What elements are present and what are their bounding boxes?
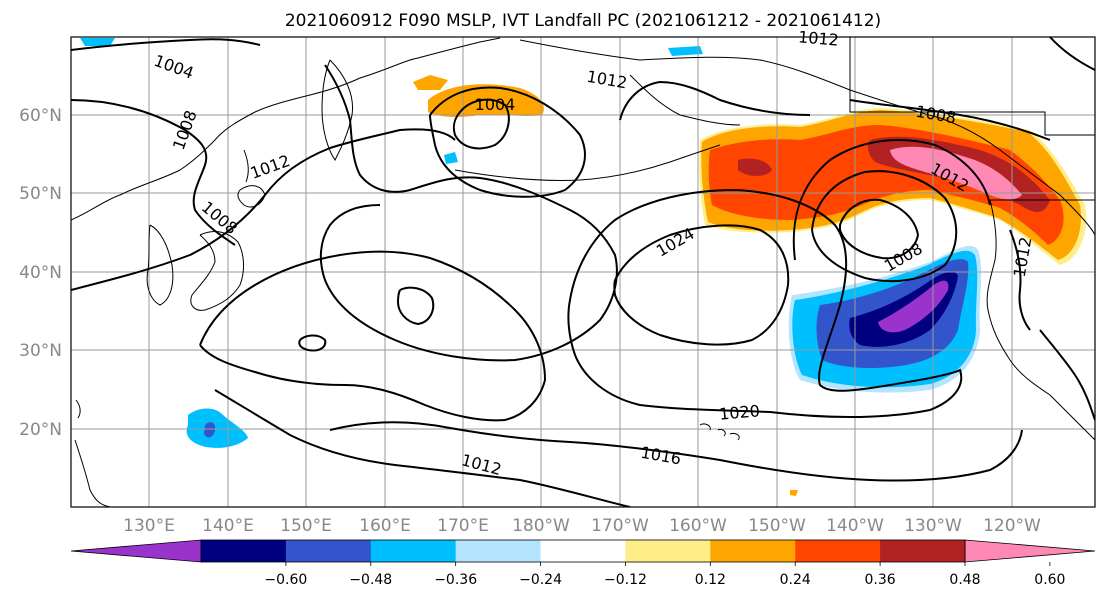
coastline-sakhalin <box>243 149 249 183</box>
colorbar-tick-label: 0.48 <box>949 572 980 588</box>
isobar-1008-gulf <box>849 99 1051 141</box>
latitude-labels: 60°N 50°N 40°N 30°N 20°N <box>19 106 62 440</box>
lat-label: 40°N <box>19 263 62 283</box>
isobar-1016-central <box>199 250 547 422</box>
colorbar-bin <box>880 540 966 562</box>
gridlines <box>71 37 1095 507</box>
ivt-positive-small <box>790 490 798 496</box>
ivt-positive-pink <box>890 146 1022 200</box>
lon-label: 160°E <box>359 516 411 536</box>
coastline-asia <box>71 37 501 221</box>
isobar-1008-coast <box>1039 329 1095 421</box>
isobar-1008-w <box>71 99 236 246</box>
lat-label: 20°N <box>19 420 62 440</box>
colorbar-bin <box>370 540 457 562</box>
isobar-1020-ring <box>298 334 327 352</box>
colorbar-tick-label: −0.48 <box>349 572 392 588</box>
isobar-1004-nw <box>71 38 261 51</box>
isobar-label: 1004 <box>475 95 516 114</box>
ivt-negative-north2 <box>668 46 703 56</box>
isobar-1012-w <box>71 128 456 291</box>
lon-label: 170°E <box>437 516 489 536</box>
colorbar-frame <box>200 539 966 563</box>
shaded-ivt-regions <box>80 38 1087 496</box>
ivt-negative-japan <box>186 408 248 448</box>
lon-label: 180°W <box>512 516 570 536</box>
isobar-1008-bering <box>429 86 586 198</box>
colorbar-tick-label: −0.24 <box>519 572 562 588</box>
isobar-1016-south <box>329 421 1023 482</box>
lon-label: 150°E <box>280 516 332 536</box>
isobar-1012-alaska <box>619 80 811 121</box>
coastline-bc <box>986 199 1095 441</box>
lon-label: 160°W <box>669 516 727 536</box>
isobar-label: 1020 <box>718 401 760 423</box>
colorbar-bin <box>285 540 372 562</box>
lat-label: 50°N <box>19 184 62 204</box>
coastline-korea <box>146 224 174 306</box>
colorbar-over-triangle <box>964 539 1096 563</box>
coastline-kamchatka <box>321 59 354 161</box>
colorbar-bin <box>710 540 796 562</box>
colorbar-tick-label: 0.12 <box>695 572 726 588</box>
ivt-negative-japan-core <box>204 422 216 438</box>
map-frame <box>70 36 1096 508</box>
lat-label: 60°N <box>19 106 62 126</box>
map-panel: 1004 1008 1012 1004 1012 1012 1008 1024 … <box>70 27 1096 508</box>
lon-label: 150°W <box>748 516 806 536</box>
colorbar-bin <box>795 540 881 562</box>
philippines <box>74 439 111 507</box>
coastline-japan <box>190 231 244 311</box>
colorbar-tick-label: 0.24 <box>780 572 811 588</box>
lon-label: 140°E <box>202 516 254 536</box>
lon-label: 130°E <box>123 516 175 536</box>
isobar-1012-low <box>811 170 958 283</box>
coastline-canada-border <box>849 37 1095 136</box>
isobar-1020-ring2 <box>396 286 435 326</box>
colorbar-bin <box>540 540 626 562</box>
colorbar-tick-label: 0.36 <box>865 572 896 588</box>
isobar-label: 1012 <box>797 27 839 49</box>
taiwan <box>75 399 81 419</box>
ivt-negative-north <box>80 38 115 46</box>
colorbar-bin <box>625 540 711 562</box>
colorbar-tick-label: −0.36 <box>434 572 477 588</box>
colorbar-bin <box>201 540 287 562</box>
isobar-1016-low <box>792 139 991 261</box>
isobar-1012-central <box>319 64 618 362</box>
lon-label: 140°W <box>826 516 884 536</box>
lon-label: 170°W <box>591 516 649 536</box>
isobar-1004-bering <box>452 98 510 150</box>
lat-label: 30°N <box>19 341 62 361</box>
isobar-1024-east <box>613 224 790 346</box>
colorbar-under-triangle <box>70 539 202 563</box>
colorbar-tick-label: −0.60 <box>264 572 307 588</box>
figure-title: 2021060912 F090 MSLP, IVT Landfall PC (2… <box>285 11 881 31</box>
isobar-1008-low <box>839 198 920 260</box>
colorbar: −0.60 −0.48 −0.36 −0.24 −0.12 0.12 0.24 0.36 0.4… <box>70 539 1096 588</box>
isobar-1012-south <box>214 389 631 507</box>
isobar-1020-east <box>567 188 963 418</box>
ivt-negative-south <box>444 152 458 164</box>
colorbar-bin <box>455 540 542 562</box>
ivt-positive-darkred-w <box>738 158 772 176</box>
lon-label: 130°W <box>904 516 962 536</box>
coastline-aleutians <box>454 144 721 182</box>
isobar-1012-topright <box>1049 37 1095 71</box>
isobar-1012-coast <box>1009 229 1031 331</box>
colorbar-tick-label: −0.12 <box>604 572 647 588</box>
longitude-labels: 130°E 140°E 150°E 160°E 170°E 180°W 170°… <box>123 516 1041 536</box>
isobars <box>71 37 1095 507</box>
colorbar-tick-label: 0.60 <box>1034 572 1065 588</box>
hawaii <box>699 423 740 441</box>
ivt-negative-purple <box>878 280 949 333</box>
coastline-alaska <box>519 39 1095 236</box>
ivt-positive-bering2 <box>413 75 448 90</box>
lon-label: 120°W <box>983 516 1041 536</box>
